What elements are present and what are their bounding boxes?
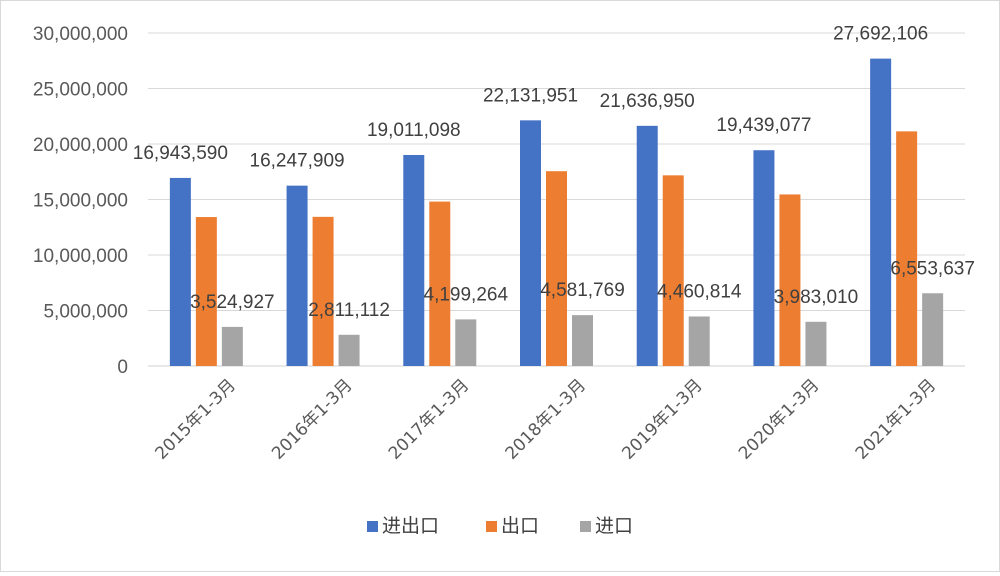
bar-import	[338, 334, 360, 366]
x-tick-label: 2016年1-3月	[268, 375, 356, 463]
bar-import	[572, 315, 593, 366]
legend-swatch	[367, 521, 378, 532]
data-label: 2,811,112	[308, 300, 390, 321]
legend-label: 出口	[501, 515, 539, 537]
bar-import	[221, 326, 243, 366]
bar-total	[403, 154, 425, 366]
bar-import	[922, 293, 944, 366]
data-label: 4,460,814	[657, 281, 742, 302]
data-label: 4,581,769	[540, 280, 625, 301]
bar-export	[312, 216, 334, 366]
bar-export	[662, 175, 684, 366]
y-tick-label: 0	[117, 357, 128, 378]
bar-total	[870, 58, 892, 367]
bar-import	[805, 321, 827, 366]
x-tick-label: 2015年1-3月	[151, 375, 239, 463]
data-label: 4,199,264	[424, 284, 509, 305]
legend-swatch	[580, 521, 591, 532]
data-label: 16,247,909	[250, 151, 345, 172]
data-label: 19,439,077	[716, 115, 811, 136]
bar-total	[753, 150, 775, 366]
legend-swatch	[486, 521, 497, 532]
y-tick-label: 20,000,000	[33, 135, 128, 156]
x-tick-label: 2021年1-3月	[852, 375, 940, 463]
y-tick-label: 5,000,000	[43, 302, 128, 323]
bar-total	[286, 185, 308, 366]
x-tick-label: 2018年1-3月	[502, 375, 590, 463]
y-tick-label: 10,000,000	[33, 246, 128, 267]
bar-export	[896, 131, 918, 366]
bar-export	[195, 217, 217, 366]
legend-label: 进出口	[382, 515, 439, 537]
data-label: 27,692,106	[833, 24, 928, 45]
x-tick-label: 2019年1-3月	[618, 375, 706, 463]
bar-total	[636, 125, 658, 366]
bar-import	[688, 316, 710, 366]
bar-export	[779, 194, 801, 366]
data-label: 3,983,010	[774, 287, 859, 308]
x-tick-label: 2017年1-3月	[385, 375, 473, 463]
data-label: 19,011,098	[367, 120, 461, 141]
x-tick-label: 2020年1-3月	[735, 375, 823, 463]
legend-label: 进口	[595, 515, 633, 537]
bar-import	[455, 319, 477, 366]
bar-export	[546, 171, 567, 366]
data-label: 3,524,927	[190, 292, 275, 313]
bar-total	[169, 177, 191, 366]
y-tick-label: 30,000,000	[33, 24, 128, 45]
data-label: 21,636,950	[600, 91, 695, 112]
data-label: 6,553,637	[890, 258, 975, 279]
y-tick-label: 25,000,000	[33, 80, 128, 101]
bar-export	[429, 201, 451, 366]
y-tick-label: 15,000,000	[33, 191, 128, 212]
data-label: 22,131,951	[483, 85, 578, 106]
data-label: 16,943,590	[133, 143, 228, 164]
bar-total	[520, 120, 541, 366]
